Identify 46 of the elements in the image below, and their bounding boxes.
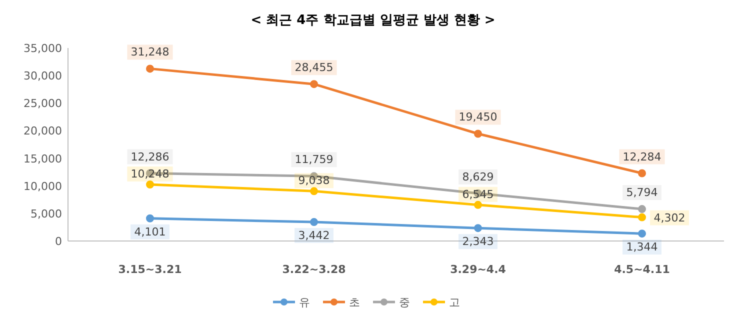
y-tick-label: 35,000 xyxy=(24,42,62,55)
data-label: 4,302 xyxy=(654,211,686,224)
data-label: 11,759 xyxy=(294,153,334,166)
point xyxy=(638,213,646,222)
data-label: 5,794 xyxy=(626,186,658,200)
y-tick-label: 20,000 xyxy=(24,124,62,138)
x-tick-label: 3.15~3.21 xyxy=(118,263,182,276)
point xyxy=(310,218,318,226)
point xyxy=(146,180,154,188)
point xyxy=(638,169,646,178)
data-label: 12,284 xyxy=(622,150,662,164)
data-label: 8,629 xyxy=(462,170,494,184)
chart-title: < 최근 4주 학교급별 일평균 발생 현황 > xyxy=(250,13,496,28)
y-tick-label: 10,000 xyxy=(24,180,62,193)
legend-label: 중 xyxy=(399,296,410,309)
point xyxy=(474,224,482,232)
data-label: 1,344 xyxy=(626,240,658,254)
point xyxy=(146,64,154,73)
data-label: 31,248 xyxy=(130,46,170,59)
x-tick-label: 4.5~4.11 xyxy=(614,263,670,276)
y-tick-label: 15,000 xyxy=(24,152,62,166)
y-tick-label: 25,000 xyxy=(24,97,62,110)
point xyxy=(310,80,318,88)
legend-label: 유 xyxy=(299,296,310,309)
data-label: 10,248 xyxy=(130,167,170,180)
data-label: 6,545 xyxy=(462,188,494,201)
data-label: 9,038 xyxy=(298,174,330,188)
data-label: 4,101 xyxy=(134,225,166,238)
data-label: 2,343 xyxy=(462,235,494,248)
legend-label: 고 xyxy=(449,296,460,309)
point xyxy=(310,187,318,196)
y-tick-label: 5,000 xyxy=(30,207,62,220)
point xyxy=(638,205,646,214)
point xyxy=(146,214,154,222)
data-label: 3,442 xyxy=(298,229,330,242)
y-tick-label: 0 xyxy=(55,235,62,248)
x-tick-label: 3.29~4.4 xyxy=(450,263,506,276)
x-tick-label: 3.22~3.28 xyxy=(282,263,346,276)
data-label: 12,286 xyxy=(130,150,170,164)
data-label: 19,450 xyxy=(458,110,498,124)
legend-label: 초 xyxy=(349,296,360,309)
y-tick-label: 30,000 xyxy=(24,70,62,83)
point xyxy=(474,130,482,138)
point xyxy=(638,230,646,238)
point xyxy=(474,200,482,209)
data-label: 28,455 xyxy=(294,61,334,74)
